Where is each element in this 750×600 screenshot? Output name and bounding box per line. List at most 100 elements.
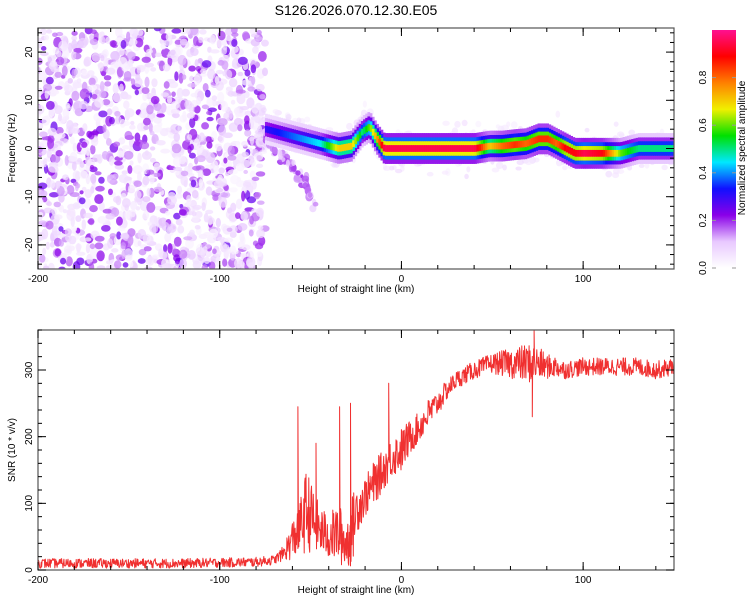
spectrogram-cell	[186, 28, 191, 35]
spectrogram-cell	[255, 36, 263, 42]
spectrogram-cell	[105, 260, 113, 265]
spectrogram-cell	[46, 149, 52, 159]
spectrogram-cell	[119, 118, 126, 128]
spectrogram-cell	[149, 173, 155, 185]
spectrogram-ridge-cell	[413, 145, 417, 152]
colorbar-tick-label: 0.0	[698, 261, 709, 275]
spectrogram-cell	[253, 152, 264, 161]
spectrogram-cell	[227, 145, 235, 157]
spectrogram-ridge-cell	[655, 145, 659, 152]
spectrogram-cell	[241, 31, 250, 40]
spectrogram-cell	[146, 104, 154, 115]
spectrogram-cell	[304, 186, 312, 193]
spectrogram-y-ticks: -20 -10 0 10 20	[24, 32, 674, 265]
spectrogram-cell	[64, 228, 72, 237]
spectrogram-ridge-cell	[402, 145, 406, 152]
spectrogram-ridge-cell	[611, 149, 615, 157]
spectrogram-ridge-cell	[347, 143, 351, 150]
spectrogram-cell	[304, 116, 311, 123]
spectrogram-cell	[183, 236, 193, 241]
spectrogram-ridge-cell	[605, 149, 608, 157]
spectrogram-cell	[346, 122, 353, 130]
spectrogram-cell	[178, 209, 187, 216]
spectrogram-cell	[79, 170, 88, 180]
spectrogram-cell	[331, 163, 337, 168]
spectrogram-cell	[293, 175, 301, 183]
spectrogram-cell	[197, 169, 204, 180]
spectrogram-ridge-cell	[275, 128, 279, 136]
spectrogram-ridge-cell	[278, 129, 281, 137]
spectrogram-cell	[170, 123, 180, 135]
spectrogram-cell	[533, 157, 540, 163]
spectrogram-cell	[141, 87, 150, 94]
spectrogram-cell	[40, 139, 49, 148]
spectrogram-ridge-cell	[323, 141, 327, 149]
spectrogram-ridge-cell	[382, 144, 386, 152]
spectrogram-cell	[426, 171, 434, 177]
spectrogram-cell	[47, 138, 55, 150]
spectrogram-cell	[246, 97, 255, 109]
spectrogram-cell	[94, 89, 100, 95]
spectrogram-cell	[69, 192, 80, 198]
spectrogram-cell	[79, 88, 90, 100]
spectrogram-ridge-cell	[517, 140, 521, 148]
spectrogram-ridge-cell	[299, 135, 303, 142]
spectrogram-cell	[120, 232, 130, 240]
spectrogram-cell	[196, 144, 205, 152]
spectrogram-ridge-cell	[419, 145, 423, 152]
spectrogram-cell	[75, 171, 81, 182]
spectrogram-cell	[53, 214, 63, 220]
spectrogram-cell	[524, 159, 533, 166]
spectrogram-cell	[58, 40, 68, 52]
spectrogram-cell	[205, 209, 214, 215]
spectrogram-cell	[60, 35, 68, 42]
spectrogram-cell	[90, 136, 99, 147]
spectrogram-ridge-cell	[404, 145, 408, 152]
spectrogram-cell	[83, 212, 93, 219]
spectrogram-cell	[237, 56, 248, 65]
spectrogram-ridge-cell	[376, 135, 379, 143]
spectrogram-ridge-cell	[356, 134, 360, 142]
spectrogram-ridge-cell	[365, 125, 369, 133]
spectrogram-cell	[173, 212, 181, 220]
spectrogram-cell	[45, 241, 50, 250]
spectrogram-cell	[70, 128, 80, 134]
snr-x-ticks: -200 -100 0 100	[28, 330, 657, 586]
spectrogram-cell	[87, 70, 95, 77]
spectrogram-cell	[71, 35, 78, 41]
spectrogram-cell	[515, 166, 522, 171]
spectrogram-cell	[52, 32, 58, 38]
spectrogram-ridge-cell	[315, 139, 318, 146]
spectrogram-cell	[160, 42, 167, 50]
spectrogram-cell	[153, 162, 161, 172]
spectrogram-cell	[291, 159, 296, 167]
spectrogram-cell	[71, 50, 77, 61]
snr-y-tick-label: 200	[24, 428, 35, 445]
spectrogram-cell	[94, 98, 104, 108]
spectrogram-cell	[98, 62, 104, 72]
spectrogram-ridge-cell	[397, 145, 401, 152]
spectrogram-cell	[100, 54, 105, 62]
spectrogram-ridge-cell	[389, 145, 393, 152]
spectrogram-ridge-cell	[441, 145, 445, 152]
spectrogram-x-tick-label: 100	[575, 274, 592, 285]
spectrogram-cell	[187, 249, 196, 260]
spectrogram-cell	[179, 155, 187, 165]
spectrogram-cell	[475, 120, 482, 128]
spectrogram-cell	[42, 265, 50, 269]
spectrogram-cell	[105, 213, 115, 220]
spectrogram-cell	[56, 185, 65, 197]
spectrogram-cell	[128, 184, 135, 193]
spectrogram-cell	[243, 90, 250, 99]
spectrogram-cell	[105, 67, 116, 75]
spectrogram-ridge-cell	[284, 131, 288, 138]
spectrogram-ridge-cell	[648, 145, 652, 152]
spectrogram-cell	[217, 91, 225, 103]
spectrogram-cell	[38, 220, 48, 226]
spectrogram-cell	[224, 28, 232, 36]
spectrogram-cell	[84, 237, 92, 242]
spectrogram-cell	[50, 232, 55, 242]
spectrogram-cell	[258, 137, 263, 142]
spectrogram-ridge-cell	[295, 133, 299, 141]
